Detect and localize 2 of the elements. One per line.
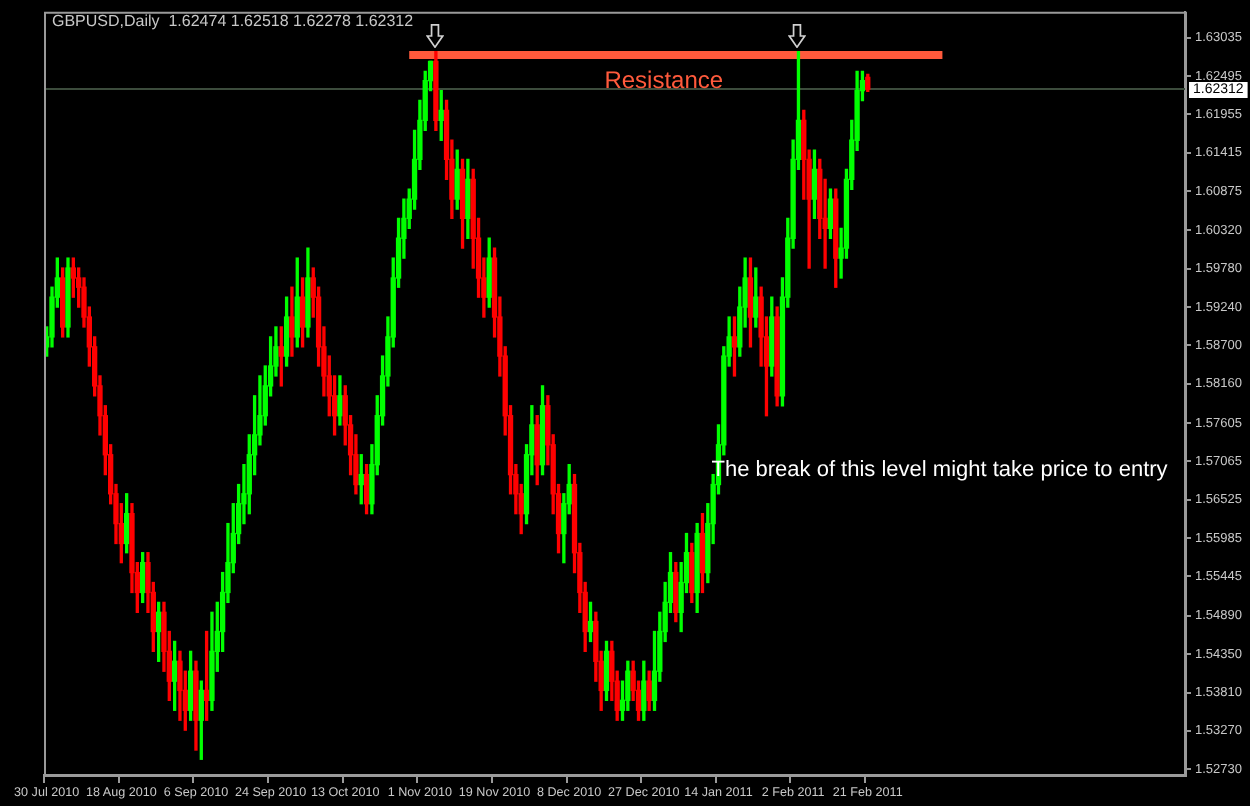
series-label: Resistance [604,65,724,94]
chart-title: GBPUSD,Daily 1.62474 1.62518 1.62278 1.62312 [52,12,415,31]
